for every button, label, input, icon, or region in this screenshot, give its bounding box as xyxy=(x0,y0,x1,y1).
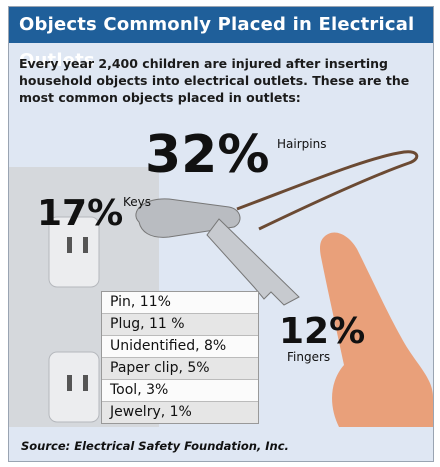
list-item: Paper clip, 5% xyxy=(102,358,258,380)
stat-hairpins-pct: 32% xyxy=(145,125,270,185)
infographic-frame: Objects Commonly Placed in Electrical Ou… xyxy=(8,6,434,462)
infographic-title: Objects Commonly Placed in Electrical Ou… xyxy=(9,7,433,71)
intro-text: Every year 2,400 children are injured af… xyxy=(19,56,410,105)
stat-fingers-label: Fingers xyxy=(287,350,331,364)
finger-hand-shape xyxy=(320,232,433,427)
stat-hairpins-label: Hairpins xyxy=(277,137,327,151)
source-note: Source: Electrical Safety Foundation, In… xyxy=(21,439,289,453)
list-item: Pin, 11% xyxy=(102,292,258,314)
key-shape xyxy=(135,198,300,306)
list-item: Jewelry, 1% xyxy=(102,402,258,423)
outlet-socket-bottom xyxy=(48,351,100,423)
stat-keys-pct: 17% xyxy=(37,193,124,234)
stat-fingers-pct: 12% xyxy=(279,311,366,352)
list-item: Unidentified, 8% xyxy=(102,336,258,358)
outlet-socket-top xyxy=(48,216,100,288)
hairpin-shape xyxy=(236,150,419,231)
other-objects-list: Pin, 11% Plug, 11 % Unidentified, 8% Pap… xyxy=(101,291,259,424)
outlet-slot-3 xyxy=(67,375,72,391)
list-item: Plug, 11 % xyxy=(102,314,258,336)
list-item: Tool, 3% xyxy=(102,380,258,402)
outlet-slot-1 xyxy=(67,237,72,253)
outlet-slot-4 xyxy=(83,375,88,391)
outlet-slot-2 xyxy=(83,237,88,253)
stat-keys-label: Keys xyxy=(123,195,152,209)
